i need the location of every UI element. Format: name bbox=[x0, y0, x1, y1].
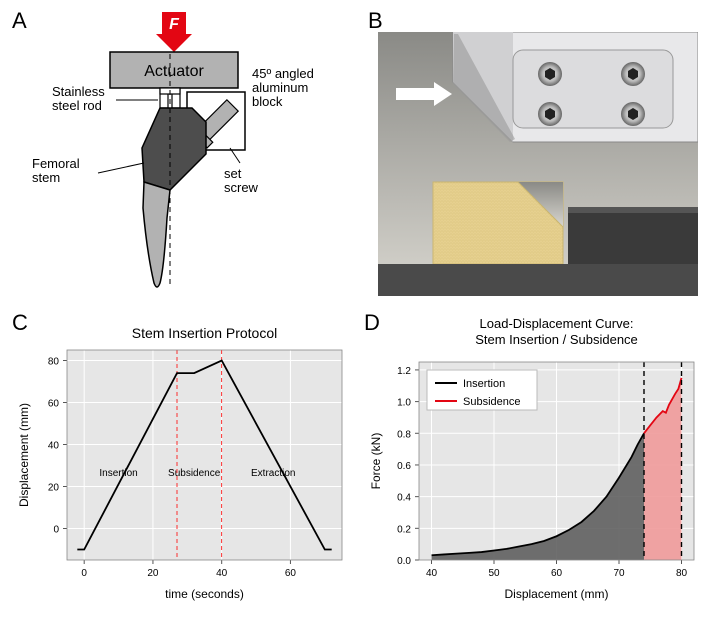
xlabel: time (seconds) bbox=[165, 587, 244, 601]
ytick-label: 20 bbox=[48, 483, 60, 494]
femoral-stem bbox=[142, 108, 206, 287]
ytick-label: 1.2 bbox=[397, 366, 411, 377]
panel-b-photo bbox=[378, 32, 698, 296]
chart-title: Load-Displacement Curve: bbox=[480, 316, 634, 331]
ytick-label: 0.4 bbox=[397, 493, 411, 504]
ylabel: Force (kN) bbox=[369, 433, 383, 490]
xtick-label: 40 bbox=[216, 568, 228, 579]
xtick-label: 70 bbox=[613, 568, 625, 579]
ytick-label: 0.2 bbox=[397, 524, 411, 535]
ylabel: Displacement (mm) bbox=[17, 403, 31, 507]
force-label: F bbox=[169, 16, 180, 33]
legend-label: Insertion bbox=[463, 378, 505, 390]
xtick-label: 20 bbox=[147, 568, 159, 579]
chart-title: Stem Insertion Protocol bbox=[132, 325, 278, 341]
actuator-label: Actuator bbox=[144, 63, 204, 80]
panel-a: A F Actuator 45º angled aluminum block bbox=[12, 8, 350, 298]
panel-d-label: D bbox=[364, 310, 380, 336]
panel-a-label: A bbox=[12, 8, 27, 34]
ytick-label: 0.0 bbox=[397, 556, 411, 567]
stem-label: Femoral stem bbox=[32, 156, 83, 185]
xtick-label: 60 bbox=[285, 568, 297, 579]
panel-c-chart: Insertion Subsidence Extraction 0 20 40 60 0 20 4… bbox=[12, 310, 352, 606]
xlabel: Displacement (mm) bbox=[504, 587, 608, 601]
block-label: 45º angled aluminum block bbox=[252, 66, 317, 109]
xtick-label: 40 bbox=[426, 568, 438, 579]
ytick-label: 1.0 bbox=[397, 398, 411, 409]
panel-c-label: C bbox=[12, 310, 28, 336]
panel-d-chart: 40 50 60 70 80 0.0 0.2 0.4 0.6 0.8 1.0 1.2 Displacem… bbox=[364, 310, 704, 606]
xtick-label: 80 bbox=[676, 568, 688, 579]
chart-title: Stem Insertion / Subsidence bbox=[475, 332, 638, 347]
ytick-label: 0.6 bbox=[397, 461, 411, 472]
region-label: Insertion bbox=[99, 468, 137, 479]
xtick-label: 0 bbox=[81, 568, 87, 579]
ytick-label: 0.8 bbox=[397, 429, 411, 440]
region-label: Subsidence bbox=[168, 468, 221, 479]
panel-a-diagram: F Actuator 45º angled aluminum block set… bbox=[12, 8, 350, 298]
screw-label: set screw bbox=[224, 166, 259, 195]
panel-b: B bbox=[368, 8, 698, 298]
xtick-label: 60 bbox=[551, 568, 563, 579]
ytick-label: 40 bbox=[48, 441, 60, 452]
ytick-label: 60 bbox=[48, 399, 60, 410]
xtick-label: 50 bbox=[488, 568, 500, 579]
panel-b-label: B bbox=[368, 8, 383, 34]
rod-label: Stainless steel rod bbox=[52, 84, 108, 113]
ytick-label: 0 bbox=[53, 525, 59, 536]
force-arrow: F bbox=[156, 12, 192, 52]
panel-c: C Insertion Subsidence Extraction 0 20 40 60 0 2… bbox=[12, 310, 352, 610]
legend-label: Subsidence bbox=[463, 396, 521, 408]
ytick-label: 80 bbox=[48, 357, 60, 368]
region-label: Extraction bbox=[251, 468, 295, 479]
panel-d: D 40 50 60 70 80 0.0 0.2 0.4 0.6 0.8 1.0 1.2 Displac… bbox=[364, 310, 704, 610]
